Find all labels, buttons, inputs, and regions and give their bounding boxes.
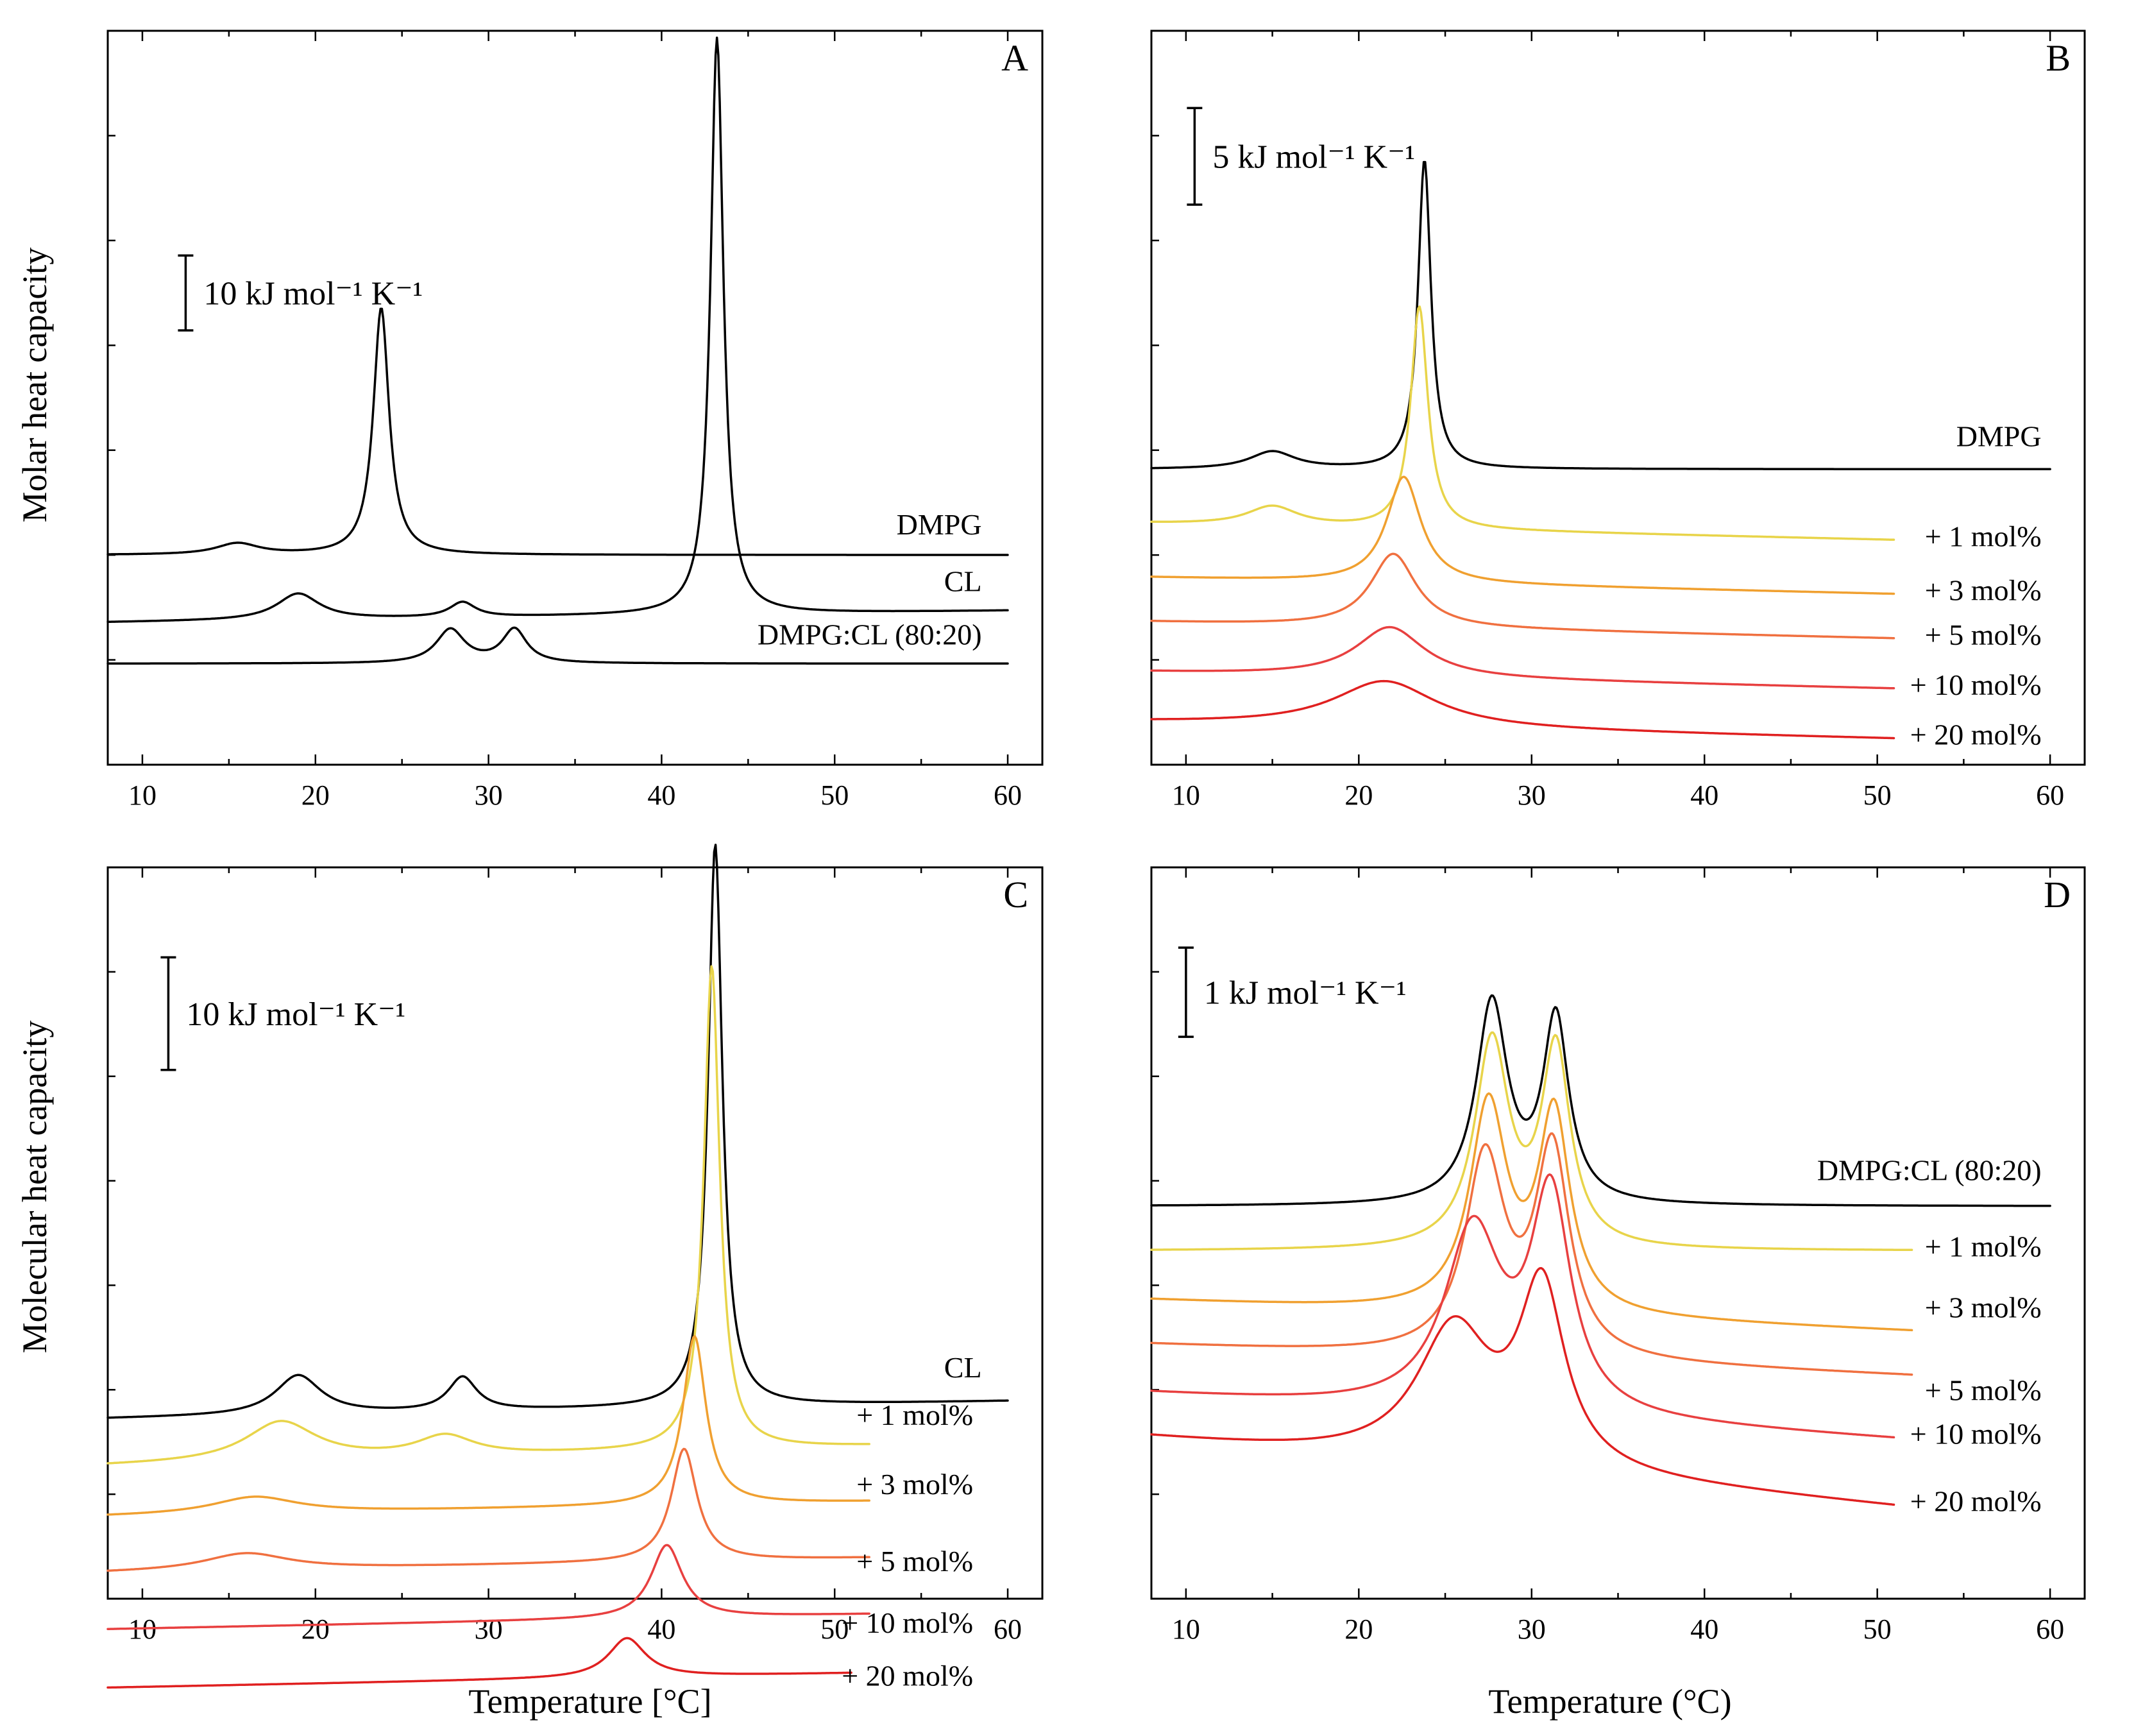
- panel-d-series-label: + 3 mol%: [1925, 1291, 2042, 1323]
- panel-c-x-tick-label: 60: [994, 1613, 1022, 1645]
- panel-a-series-line: [106, 307, 1009, 556]
- panel-d-series-label: + 5 mol%: [1925, 1374, 2042, 1407]
- panel-d-series-line: [1150, 1031, 1913, 1252]
- panel-a-series-line: [106, 37, 1009, 624]
- panel-d-letter: D: [2044, 874, 2071, 915]
- panel-b-series-label: + 5 mol%: [1925, 618, 2042, 651]
- panel-b-scale-label: 5 kJ mol⁻¹ K⁻¹: [1212, 139, 1415, 176]
- panel-b-series-line: [1150, 552, 1895, 640]
- panel-d-x-tick-label: 40: [1690, 1613, 1718, 1645]
- panel-b-scale-bar: [1187, 106, 1203, 206]
- panel-c-series-line: [106, 844, 1009, 1419]
- panel-c-x-tick-label: 30: [475, 1613, 503, 1645]
- panel-c-series-line: [106, 1447, 870, 1572]
- panel-a-group: 10 20 30 40 50 60 A 10 kJ mol⁻¹ K⁻¹ DMPG CL DMPG:C…: [106, 30, 1044, 811]
- panel-c-x-tick-label: 50: [820, 1613, 849, 1645]
- panel-c-series-line: [106, 1544, 870, 1630]
- panel-b-group: 10 20 30 40 50 60 B 5 kJ mol⁻¹ K⁻¹ DMPG + 1 mol% +…: [1150, 30, 2086, 811]
- panel-a-x-tick-label: 50: [820, 779, 849, 811]
- x-axis-title-right: Temperature (°C): [1488, 1682, 1731, 1721]
- y-axis-title-bottom: Molecular heat capacity: [15, 1021, 54, 1354]
- panel-b-x-tick-label: 40: [1690, 779, 1718, 811]
- panel-a-x-tick-label: 60: [994, 779, 1022, 811]
- panel-c-letter: C: [1003, 874, 1028, 915]
- panel-b-series-line: [1150, 625, 1895, 690]
- panel-a-series-label: DMPG: [897, 508, 982, 541]
- panel-a-series-label: CL: [944, 565, 982, 597]
- panel-a-scale-label: 10 kJ mol⁻¹ K⁻¹: [203, 276, 423, 312]
- panel-b-x-tick-label: 60: [2036, 779, 2064, 811]
- panel-d-x-tick-label: 60: [2036, 1613, 2064, 1645]
- panel-a-frame: [106, 30, 1044, 766]
- panel-b-series-label: + 10 mol%: [1910, 668, 2042, 701]
- panel-c-scale-bar: [160, 956, 176, 1071]
- panel-b-series-label: DMPG: [1956, 420, 2042, 452]
- panel-c-series-label: + 3 mol%: [856, 1468, 973, 1501]
- panel-a-x-tick-label: 30: [475, 779, 503, 811]
- panel-c-series-label: + 5 mol%: [856, 1545, 973, 1578]
- panel-a-x-tick-label: 40: [647, 779, 675, 811]
- panel-a-x-tick-label: 10: [128, 779, 157, 811]
- panel-b-x-tick-label: 20: [1344, 779, 1373, 811]
- panel-d-group: 10 20 30 40 50 60 D 1 kJ mol⁻¹ K⁻¹ DMPG:CL (80:2…: [1150, 866, 2086, 1645]
- x-axis-title-left: Temperature [°C]: [468, 1682, 711, 1721]
- panel-c-series-label: + 10 mol%: [842, 1606, 973, 1639]
- panel-d-series-line: [1150, 1132, 1913, 1376]
- panel-b-x-tick-label: 50: [1863, 779, 1892, 811]
- panel-d-series-line: [1150, 1173, 1895, 1439]
- panel-c-series-label: CL: [944, 1351, 982, 1384]
- panel-c-series-label: + 1 mol%: [856, 1399, 973, 1431]
- panel-c-series-line: [106, 1637, 852, 1689]
- panel-a-scale-bar: [178, 254, 194, 332]
- panel-d-series-line: [1150, 994, 2051, 1207]
- panel-d-x-tick-label: 20: [1344, 1613, 1373, 1645]
- panel-c-series-line: [106, 965, 870, 1465]
- panel-d-x-tick-label: 30: [1518, 1613, 1546, 1645]
- panel-d-series-label: + 1 mol%: [1925, 1230, 2042, 1263]
- panel-b-series-line: [1150, 305, 1895, 541]
- panel-d-x-tick-label: 50: [1863, 1613, 1892, 1645]
- panel-b-series-line: [1150, 160, 2051, 471]
- panel-c-series-line: [106, 1335, 870, 1516]
- panel-d-scale-label: 1 kJ mol⁻¹ K⁻¹: [1204, 975, 1407, 1012]
- panel-c-series-label: + 20 mol%: [842, 1659, 973, 1692]
- panel-b-series-label: + 3 mol%: [1925, 574, 2042, 607]
- panel-a-series-line: [106, 626, 1009, 665]
- panel-d-series-label: DMPG:CL (80:20): [1817, 1154, 2042, 1187]
- y-axis-title-top: Molar heat capacity: [15, 248, 54, 523]
- panel-d-scale-bar: [1178, 946, 1194, 1038]
- panel-c-x-tick-label: 40: [647, 1613, 675, 1645]
- panel-a-letter: A: [1001, 37, 1028, 79]
- panel-b-series-line: [1150, 475, 1895, 595]
- panel-c-scale-label: 10 kJ mol⁻¹ K⁻¹: [186, 996, 405, 1033]
- panel-d-series-label: + 20 mol%: [1910, 1485, 2042, 1518]
- panel-a-series-label: DMPG:CL (80:20): [758, 618, 982, 651]
- panel-a-x-tick-label: 20: [301, 779, 330, 811]
- panel-c-x-tick-label: 20: [301, 1613, 330, 1645]
- panel-b-x-tick-label: 10: [1172, 779, 1200, 811]
- panel-d-series-line: [1150, 1267, 1895, 1506]
- panel-d-x-tick-label: 10: [1172, 1613, 1200, 1645]
- panel-b-series-line: [1150, 679, 1895, 740]
- panel-b-series-label: + 1 mol%: [1925, 520, 2042, 552]
- panel-d-series-label: + 10 mol%: [1910, 1417, 2042, 1450]
- panel-d-series-line: [1150, 1092, 1913, 1332]
- panel-b-letter: B: [2046, 37, 2071, 79]
- panel-b-x-tick-label: 30: [1518, 779, 1546, 811]
- panel-b-series-label: + 20 mol%: [1910, 719, 2042, 751]
